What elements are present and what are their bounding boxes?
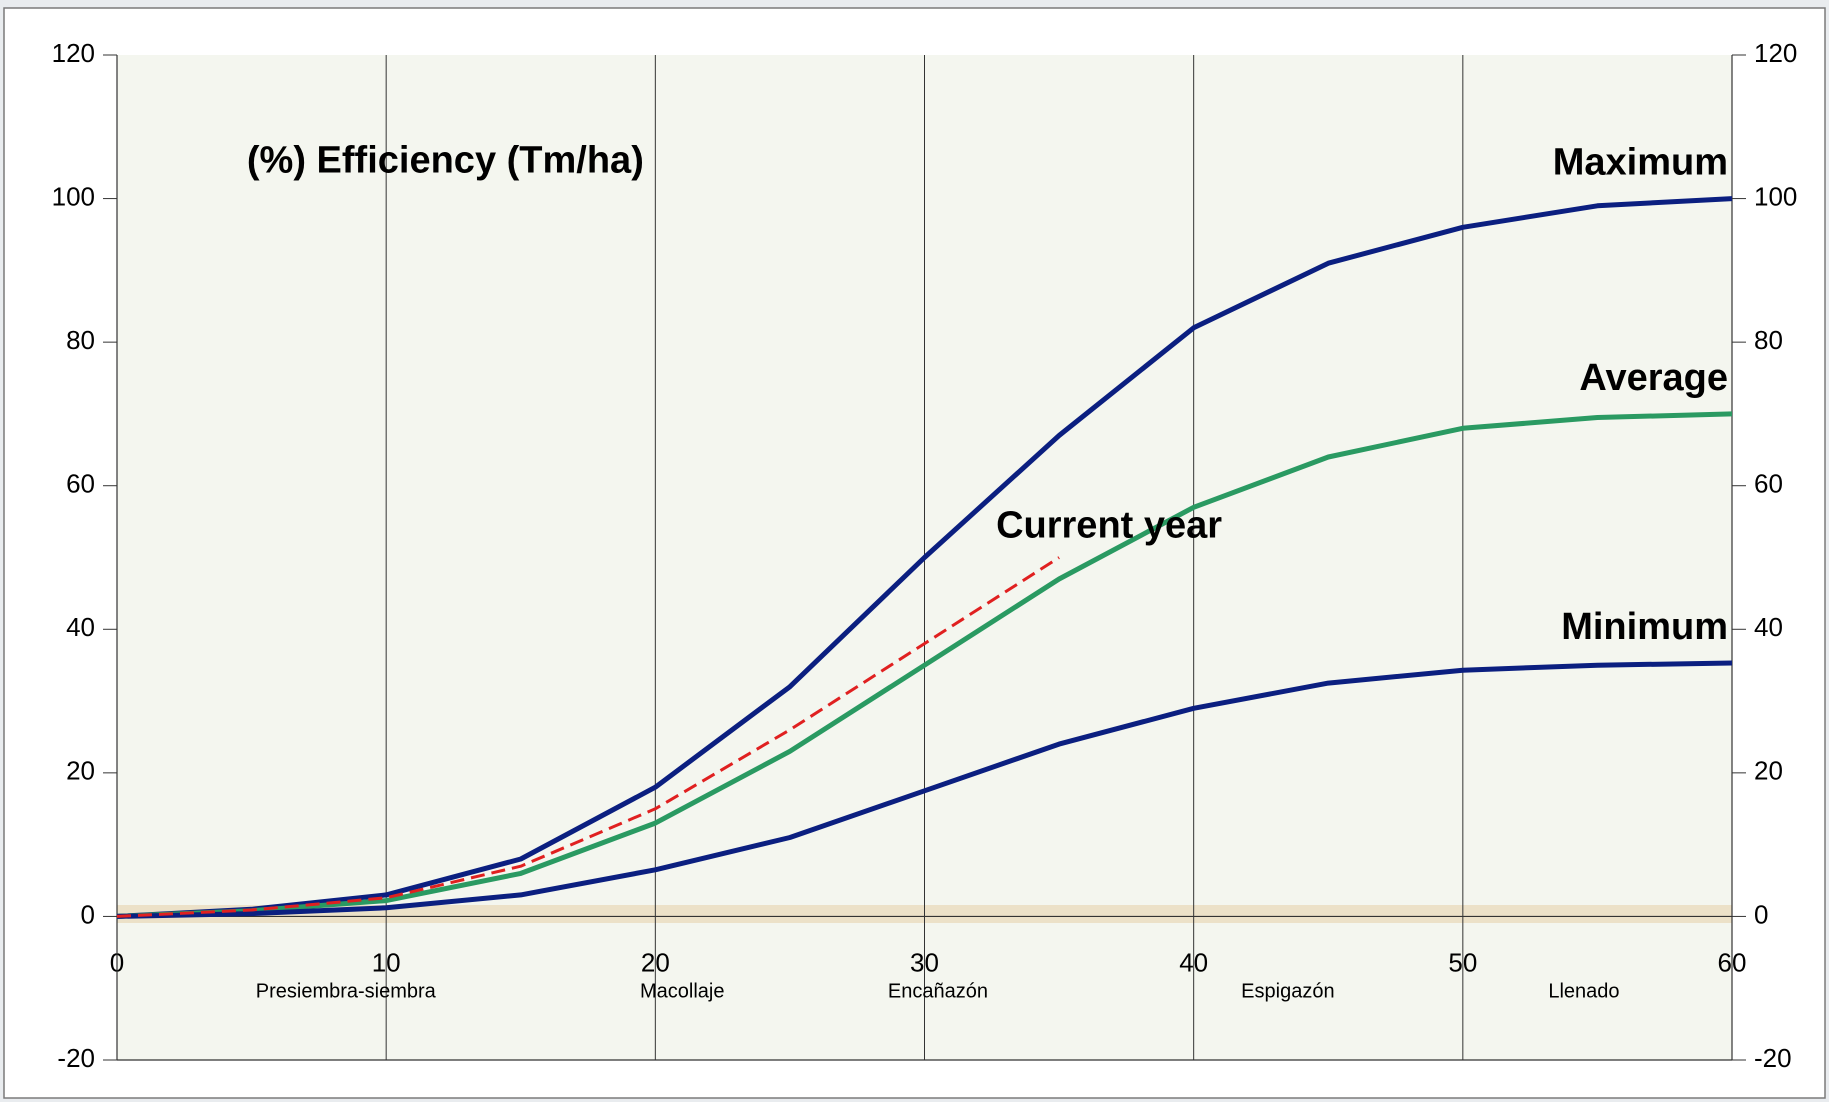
stage-label: Macollaje	[640, 981, 724, 1003]
series-label: Current year	[996, 505, 1222, 547]
y-tick-label: 80	[66, 325, 95, 355]
y-tick-label: -20	[57, 1043, 95, 1073]
line	[116, 556, 1060, 918]
stage-label: Llenado	[1548, 981, 1619, 1003]
x-tick-label: 40	[1179, 947, 1208, 977]
y-tick-label: 0	[81, 899, 95, 929]
y2-tick-label: -20	[1754, 1043, 1792, 1073]
stage-label: Espigazón	[1241, 981, 1334, 1003]
series-label: Minimum	[1561, 606, 1728, 648]
line	[116, 660, 1733, 919]
line	[116, 411, 1733, 919]
y-tick-label: 40	[66, 612, 95, 642]
y-tick-label: 60	[66, 469, 95, 499]
line	[116, 196, 1733, 919]
x-tick-label: 20	[641, 947, 670, 977]
y2-tick-label: 40	[1754, 612, 1783, 642]
y-tick-label: 20	[66, 756, 95, 786]
y2-tick-label: 100	[1754, 181, 1797, 211]
y2-tick-label: 60	[1754, 469, 1783, 499]
stage-label: Presiembra-siembra	[256, 981, 437, 1003]
series-label: Maximum	[1553, 142, 1728, 184]
y-tick-label: 100	[52, 181, 95, 211]
stage-label: Encañazón	[888, 981, 988, 1003]
x-tick-label: 30	[910, 947, 939, 977]
x-tick-label: 10	[372, 947, 401, 977]
y-tick-label: 120	[52, 38, 95, 68]
y-axis-title: (%) Efficiency (Tm/ha)	[247, 140, 644, 182]
y2-tick-label: 0	[1754, 899, 1768, 929]
y2-tick-label: 80	[1754, 325, 1783, 355]
y2-tick-label: 120	[1754, 38, 1797, 68]
x-tick-label: 50	[1448, 947, 1477, 977]
series-label: Average	[1579, 357, 1728, 399]
y2-tick-label: 20	[1754, 756, 1783, 786]
